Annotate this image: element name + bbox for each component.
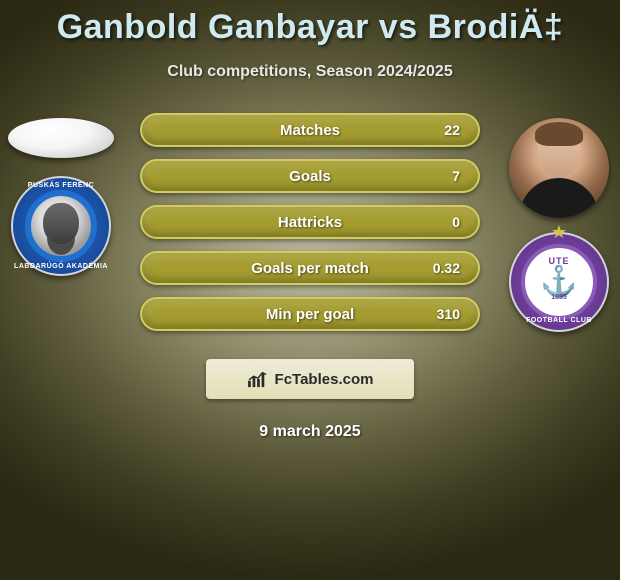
stat-row: Goals7 bbox=[140, 159, 480, 193]
fctables-text: FcTables.com bbox=[275, 371, 374, 388]
stat-label: Min per goal bbox=[200, 306, 420, 323]
stat-label: Matches bbox=[200, 122, 420, 139]
stat-value: 7 bbox=[420, 168, 460, 184]
stats-list: Matches22 Goals7 Hattricks0 Goals per match… bbox=[140, 113, 480, 343]
subtitle: Club competitions, Season 2024/2025 bbox=[0, 63, 620, 81]
stat-label: Goals bbox=[200, 168, 420, 185]
date-text: 9 march 2025 bbox=[0, 423, 620, 441]
stat-value: 310 bbox=[420, 306, 460, 322]
stat-label: Hattricks bbox=[200, 214, 420, 231]
stat-row: Min per goal310 bbox=[140, 297, 480, 331]
bar-chart-icon bbox=[247, 370, 269, 388]
stat-label: Goals per match bbox=[200, 260, 420, 277]
stat-value: 0.32 bbox=[420, 260, 460, 276]
stat-row: Goals per match0.32 bbox=[140, 251, 480, 285]
stat-row: Hattricks0 bbox=[140, 205, 480, 239]
stat-value: 22 bbox=[420, 122, 460, 138]
fctables-watermark: FcTables.com bbox=[206, 359, 414, 399]
stat-row: Matches22 bbox=[140, 113, 480, 147]
stat-value: 0 bbox=[420, 214, 460, 230]
page-title: Ganbold Ganbayar vs BrodiÄ‡ bbox=[0, 0, 620, 47]
